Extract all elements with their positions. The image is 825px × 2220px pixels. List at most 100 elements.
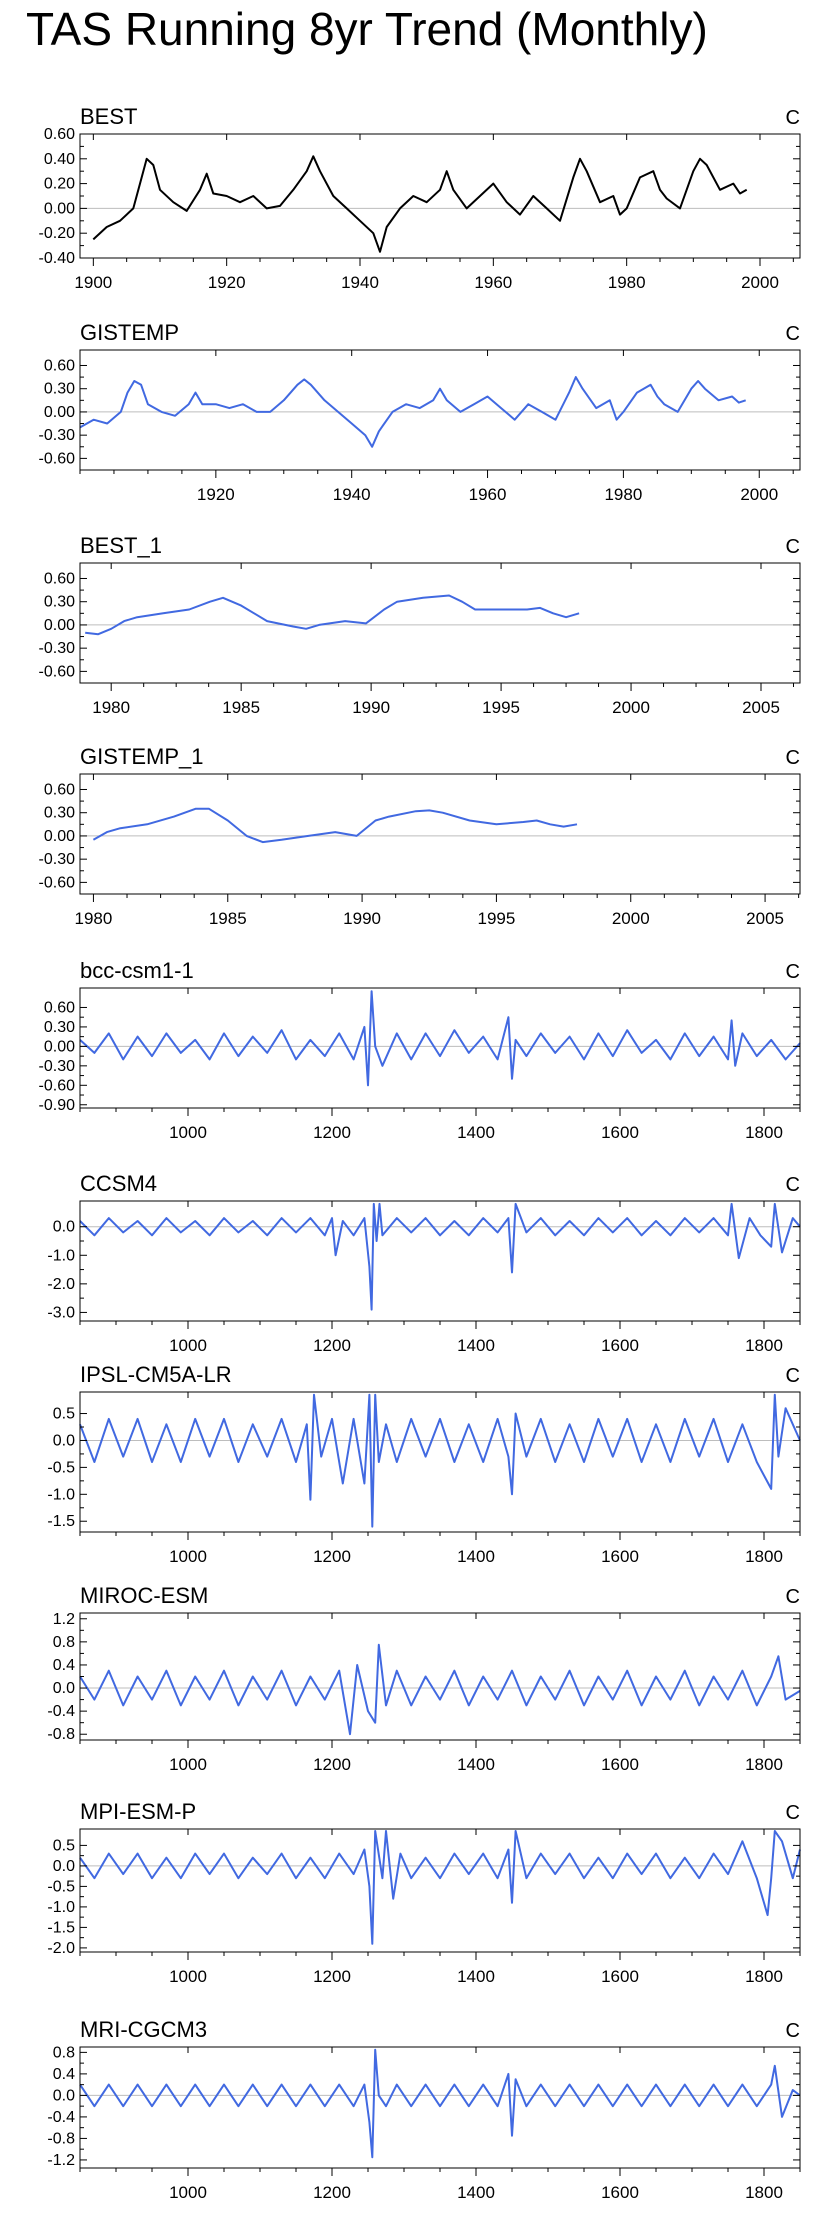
x-tick-label: 1000 — [169, 1967, 207, 1986]
y-tick-label: -0.5 — [47, 1459, 75, 1476]
x-tick-label: 1400 — [457, 1967, 495, 1986]
series-line — [79, 376, 747, 448]
x-tick-label: 1920 — [197, 485, 235, 504]
x-tick-label: 1995 — [482, 698, 520, 717]
series-line — [79, 1830, 801, 1945]
panel-title: GISTEMP_1 — [80, 744, 203, 769]
plot-frame — [79, 1391, 801, 1533]
plot-frame — [79, 1828, 801, 1953]
x-tick-label: 1980 — [75, 909, 113, 928]
panel: GISTEMP C -0.60 -0.30 0.00 0.30 0.60 1920 1940 19… — [39, 320, 801, 504]
x-tick-label: 1960 — [469, 485, 507, 504]
plot-frame — [79, 562, 801, 684]
panel-title: IPSL-CM5A-LR — [80, 1362, 232, 1387]
x-tick-label: 2000 — [740, 485, 778, 504]
y-tick-label: -1.5 — [47, 1513, 75, 1530]
panel: BEST_1 C -0.60 -0.30 0.00 0.30 0.60 1980 1985 199… — [39, 533, 801, 717]
x-tick-label: 1000 — [169, 1547, 207, 1566]
y-tick-label: -1.2 — [47, 2152, 75, 2169]
y-tick-label: 0.0 — [53, 1858, 75, 1875]
x-tick-label: 1200 — [313, 1547, 351, 1566]
x-tick-label: 1000 — [169, 1123, 207, 1142]
x-tick-label: 1600 — [601, 1967, 639, 1986]
x-tick-label: 1900 — [74, 273, 112, 292]
x-tick-label: 1200 — [313, 2183, 351, 2202]
x-tick-label: 1600 — [601, 1123, 639, 1142]
panel-title: MIROC-ESM — [80, 1583, 208, 1608]
series-line — [79, 1393, 801, 1528]
y-tick-label: 0.0 — [53, 1219, 75, 1236]
y-tick-label: 0.8 — [53, 2044, 75, 2061]
x-tick-label: 1995 — [478, 909, 516, 928]
x-tick-label: 2000 — [612, 909, 650, 928]
panel-title: GISTEMP — [80, 320, 179, 345]
x-tick-label: 1400 — [457, 1755, 495, 1774]
y-tick-label: -1.5 — [47, 1919, 75, 1936]
x-tick-label: 1200 — [313, 1967, 351, 1986]
plot-frame — [79, 2046, 801, 2169]
y-tick-label: -2.0 — [47, 1276, 75, 1293]
y-tick-label: 0.30 — [44, 381, 75, 398]
x-tick-label: 2000 — [612, 698, 650, 717]
y-tick-label: 0.60 — [44, 357, 75, 374]
x-tick-label: 1990 — [352, 698, 390, 717]
y-tick-label: -1.0 — [47, 1247, 75, 1264]
plot-frame — [79, 133, 801, 259]
x-tick-label: 1400 — [457, 2183, 495, 2202]
y-tick-label: 0.20 — [44, 176, 75, 193]
y-tick-label: -0.90 — [39, 1097, 76, 1114]
x-tick-label: 1980 — [608, 273, 646, 292]
y-tick-label: 0.60 — [44, 781, 75, 798]
y-tick-label: 0.8 — [53, 1634, 75, 1651]
y-tick-label: -0.20 — [39, 225, 76, 242]
series-line — [92, 807, 578, 844]
x-tick-label: 1200 — [313, 1123, 351, 1142]
panel-title: MPI-ESM-P — [80, 1799, 196, 1824]
y-tick-label: 0.30 — [44, 805, 75, 822]
y-tick-label: -0.5 — [47, 1878, 75, 1895]
x-tick-label: 1000 — [169, 2183, 207, 2202]
series-line — [85, 594, 580, 636]
plot-frame — [79, 773, 801, 895]
x-tick-label: 1940 — [341, 273, 379, 292]
y-tick-label: -0.30 — [39, 1058, 76, 1075]
units-label: C — [786, 747, 800, 769]
series-line — [79, 990, 801, 1087]
panel-title: MRI-CGCM3 — [80, 2017, 207, 2042]
y-tick-label: -2.0 — [47, 1940, 75, 1957]
panel: MIROC-ESM C -0.8 -0.4 0.0 0.4 0.8 1.2 1000 1200 14… — [47, 1583, 801, 1774]
y-tick-label: 0.60 — [44, 999, 75, 1016]
units-label: C — [786, 961, 800, 983]
y-tick-label: -0.60 — [39, 874, 76, 891]
y-tick-label: -0.30 — [39, 640, 76, 657]
units-label: C — [786, 1174, 800, 1196]
x-tick-label: 1985 — [222, 698, 260, 717]
y-tick-label: 0.00 — [44, 200, 75, 217]
panel-title: bcc-csm1-1 — [80, 958, 194, 983]
x-tick-label: 2005 — [746, 909, 784, 928]
x-tick-label: 1600 — [601, 1336, 639, 1355]
x-tick-label: 1985 — [209, 909, 247, 928]
y-tick-label: 0.60 — [44, 570, 75, 587]
plot-frame — [79, 1200, 801, 1322]
panel: BEST C -0.40 -0.20 0.00 0.20 0.40 0.60 1900 1920 1… — [39, 104, 801, 292]
panel: MRI-CGCM3 C -1.2 -0.8 -0.4 0.0 0.4 0.8 1000 1200 1… — [47, 2017, 801, 2202]
y-tick-label: 1.2 — [53, 1611, 75, 1628]
y-tick-label: -1.0 — [47, 1486, 75, 1503]
y-tick-label: -3.0 — [47, 1304, 75, 1321]
units-label: C — [786, 536, 800, 558]
x-tick-label: 1000 — [169, 1755, 207, 1774]
panel: MPI-ESM-P C -2.0 -1.5 -1.0 -0.5 0.0 0.5 1000 1200… — [47, 1799, 801, 1986]
x-tick-label: 1800 — [745, 1123, 783, 1142]
y-tick-label: 0.4 — [53, 2066, 75, 2083]
x-tick-label: 1800 — [745, 1336, 783, 1355]
panel-title: BEST — [80, 104, 137, 129]
units-label: C — [786, 323, 800, 345]
y-tick-label: -0.40 — [39, 250, 76, 267]
x-tick-label: 1200 — [313, 1336, 351, 1355]
y-tick-label: 0.0 — [53, 1680, 75, 1697]
y-tick-label: 0.00 — [44, 617, 75, 634]
x-tick-label: 1940 — [333, 485, 371, 504]
x-tick-label: 1800 — [745, 2183, 783, 2202]
